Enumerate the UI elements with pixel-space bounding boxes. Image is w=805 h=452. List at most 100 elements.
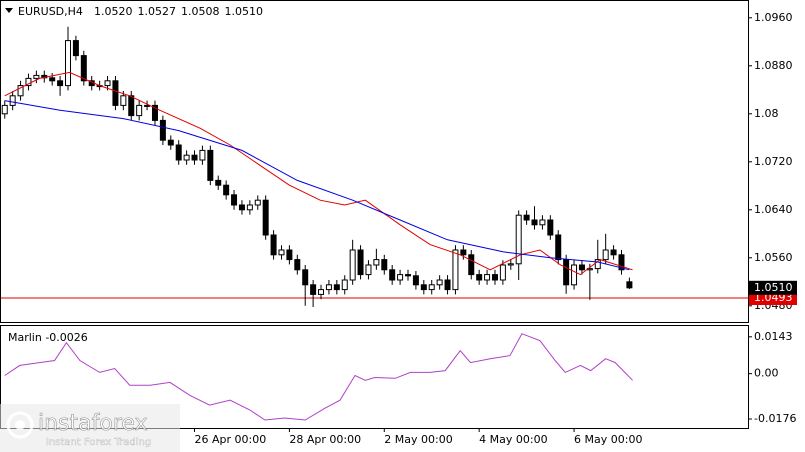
symbol-dropdown-icon[interactable] bbox=[5, 8, 13, 13]
moving-average bbox=[4, 100, 630, 271]
indicator-panel-frame bbox=[0, 325, 749, 429]
candle-body bbox=[594, 259, 601, 270]
candle-body bbox=[468, 254, 475, 276]
candle-body bbox=[231, 194, 238, 206]
candle-body bbox=[262, 199, 269, 236]
candle-body bbox=[9, 95, 16, 106]
y-tick-label: 1.0960 bbox=[754, 11, 793, 24]
candle-body bbox=[112, 80, 119, 106]
y-tick-label: 1.0720 bbox=[754, 155, 793, 168]
watermark-logo-core bbox=[15, 420, 25, 430]
candle-body bbox=[484, 274, 491, 281]
candle-body bbox=[25, 77, 32, 87]
last-price-label: 1.0510 bbox=[754, 281, 793, 294]
x-tick-label: 4 May 00:00 bbox=[479, 433, 547, 446]
candle-body bbox=[191, 154, 198, 161]
x-tick-label: 2 May 00:00 bbox=[384, 433, 452, 446]
candle-body bbox=[602, 249, 609, 261]
candle-body bbox=[65, 40, 71, 87]
y-tick-label: 0.00 bbox=[754, 367, 779, 380]
y-tick-label: 1.0880 bbox=[754, 59, 793, 72]
candle-body bbox=[33, 74, 40, 79]
candle-body bbox=[286, 249, 293, 261]
candle-body bbox=[136, 104, 143, 117]
candle-body bbox=[420, 284, 427, 291]
candle-body bbox=[238, 204, 245, 211]
candle-body bbox=[436, 279, 443, 286]
candle-body bbox=[1, 104, 8, 115]
candle-body bbox=[278, 249, 285, 256]
candle-body bbox=[523, 214, 530, 221]
candle-body bbox=[412, 275, 419, 286]
candle-body bbox=[507, 263, 514, 266]
watermark-backdrop bbox=[0, 404, 180, 452]
candle-body bbox=[531, 219, 538, 226]
x-tick-label: 26 Apr 00:00 bbox=[195, 433, 267, 446]
candle-body bbox=[57, 80, 64, 87]
candle-body bbox=[159, 119, 166, 141]
candle-body bbox=[270, 234, 277, 256]
plot-layer: 1.09601.08801.081.07201.06401.05601.0480… bbox=[1, 11, 797, 446]
candle-body bbox=[491, 274, 498, 281]
indicator-line bbox=[4, 333, 633, 421]
symbol-title: EURUSD,H4 bbox=[18, 5, 83, 18]
candle-body bbox=[428, 284, 435, 291]
candle-body bbox=[539, 219, 546, 226]
candle-body bbox=[318, 289, 325, 295]
candle-body bbox=[223, 184, 230, 196]
x-tick-label: 28 Apr 00:00 bbox=[289, 433, 361, 446]
candle-body bbox=[144, 104, 151, 107]
candle-body bbox=[72, 40, 79, 57]
moving-average bbox=[4, 71, 633, 276]
ohlc-header: 1.0520 1.0527 1.0508 1.0510 bbox=[94, 5, 263, 18]
candle-body bbox=[104, 80, 111, 87]
y-tick-label: 1.0640 bbox=[754, 203, 793, 216]
candle-body bbox=[341, 279, 348, 291]
candle-body bbox=[460, 249, 467, 256]
candle-body bbox=[452, 249, 459, 291]
indicator-title: Marlin -0.0026 bbox=[8, 331, 88, 344]
watermark: instaforex Instant Forex Trading bbox=[0, 404, 180, 452]
candle-body bbox=[183, 154, 190, 161]
candle-body bbox=[120, 95, 127, 106]
last-price-badge bbox=[749, 280, 797, 295]
candle-body bbox=[389, 269, 396, 281]
candle-body bbox=[325, 284, 332, 291]
y-tick-label: 0.0143 bbox=[754, 330, 793, 343]
candle-body bbox=[397, 274, 404, 281]
ohlc-value: 1.0527 bbox=[138, 5, 177, 18]
candle-body bbox=[618, 254, 625, 271]
y-tick-label: 1.0560 bbox=[754, 251, 793, 264]
ohlc-value: 1.0510 bbox=[225, 5, 264, 18]
y-tick-label: -0.0176 bbox=[754, 412, 796, 425]
candle-body bbox=[302, 269, 309, 286]
x-tick-label: 6 May 00:00 bbox=[574, 433, 642, 446]
candle-body bbox=[207, 149, 214, 181]
candle-body bbox=[17, 85, 24, 97]
candle-body bbox=[626, 281, 633, 289]
candle-body bbox=[215, 179, 222, 186]
candle-body bbox=[80, 55, 87, 82]
ohlc-value: 1.0520 bbox=[94, 5, 133, 18]
candle-body bbox=[128, 95, 135, 117]
watermark-brand: instaforex bbox=[38, 411, 148, 436]
candle-body bbox=[563, 259, 570, 286]
candle-body bbox=[571, 264, 578, 286]
candle-body bbox=[373, 259, 380, 266]
candle-body bbox=[499, 264, 506, 281]
y-tick-label: 1.08 bbox=[754, 107, 779, 120]
candle-body bbox=[49, 77, 56, 82]
candle-body bbox=[254, 199, 261, 206]
candle-body bbox=[476, 274, 483, 281]
candle-body bbox=[444, 279, 451, 291]
candle-body bbox=[294, 259, 301, 271]
candle-body bbox=[578, 264, 585, 271]
candle-body bbox=[167, 139, 174, 146]
candle-body bbox=[555, 234, 562, 261]
candle-body bbox=[405, 274, 411, 277]
candle-body bbox=[199, 149, 206, 161]
ohlc-value: 1.0508 bbox=[181, 5, 220, 18]
candle-body bbox=[381, 259, 388, 271]
candle-body bbox=[333, 284, 340, 291]
